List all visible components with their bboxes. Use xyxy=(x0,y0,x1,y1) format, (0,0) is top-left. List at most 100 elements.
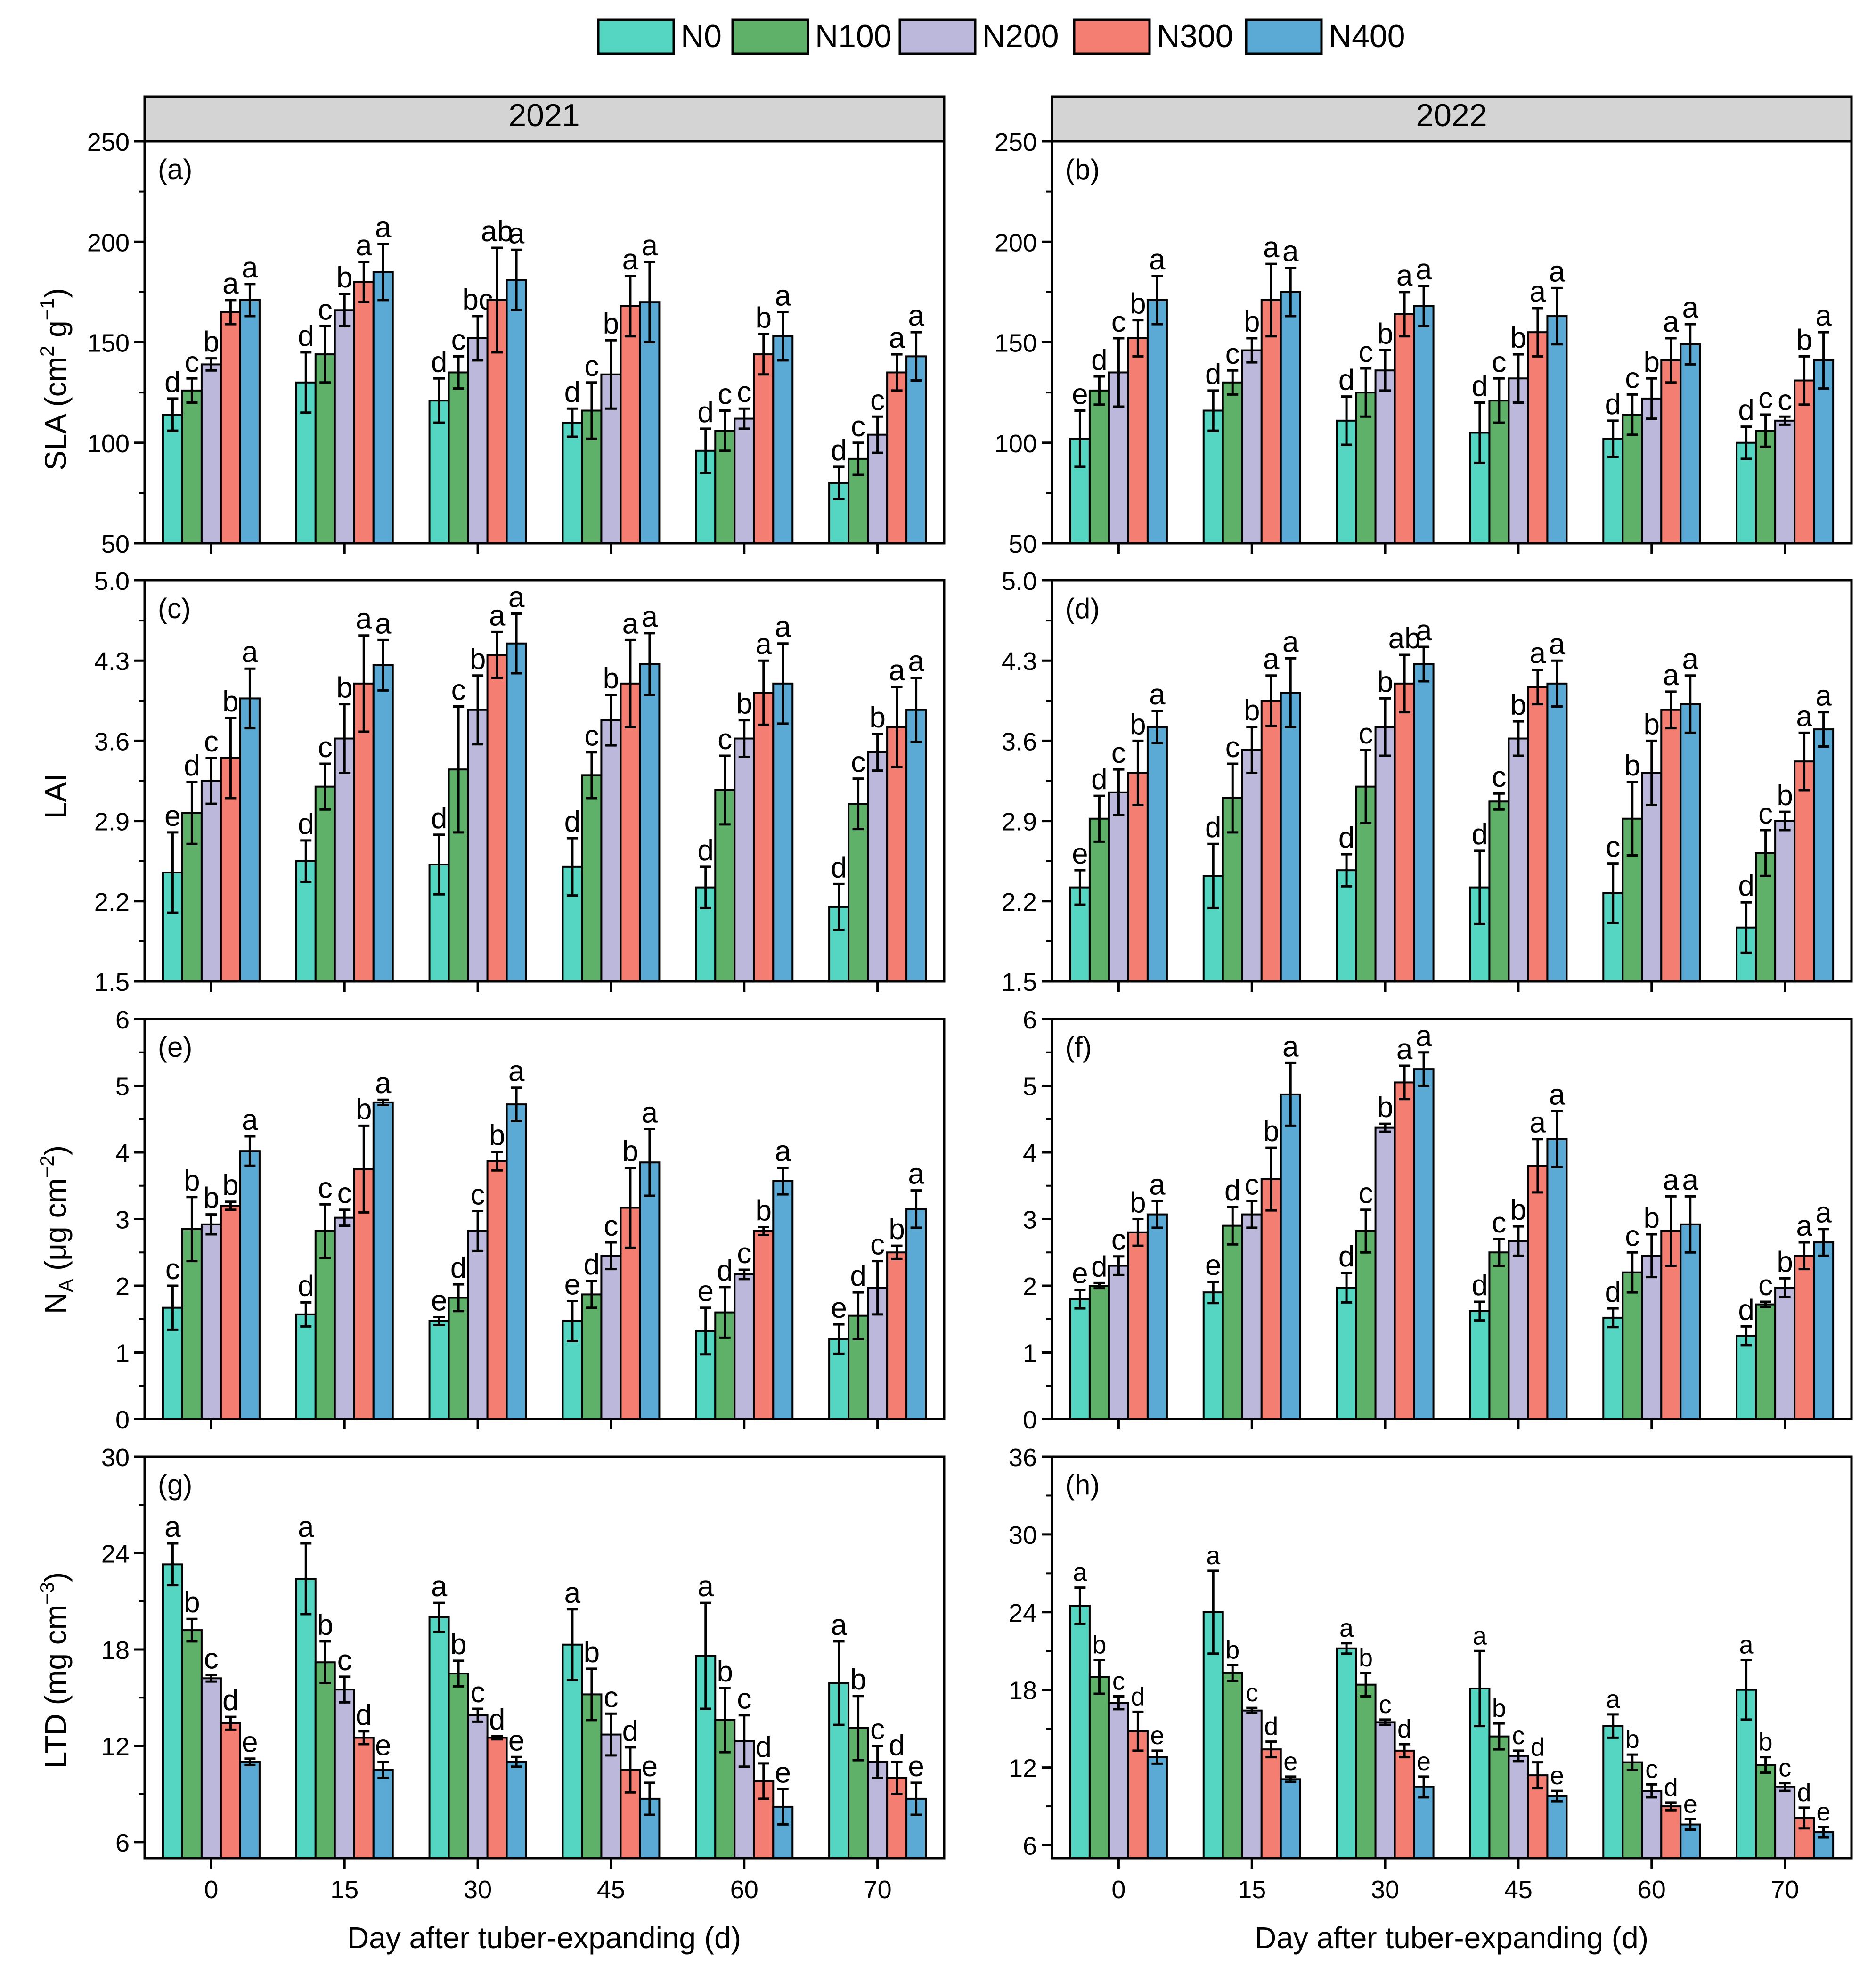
significance-letter: a xyxy=(1549,255,1566,288)
significance-letter: c xyxy=(1492,1207,1506,1239)
bar-n300 xyxy=(1660,1805,1682,1859)
significance-letter: a xyxy=(1339,1614,1354,1642)
bar-n300 xyxy=(1394,1081,1415,1420)
y-tick-label: 2.9 xyxy=(1002,808,1037,836)
panel-label: (b) xyxy=(1065,154,1100,185)
bar-n200 xyxy=(1241,1213,1263,1420)
bar-n200 xyxy=(1241,749,1263,982)
y-tick-label: 24 xyxy=(101,1540,130,1568)
bar-n200 xyxy=(334,1216,355,1420)
significance-letter: b xyxy=(356,1093,372,1126)
bar-n200 xyxy=(1241,1709,1263,1859)
y-tick-label: 5 xyxy=(1023,1073,1037,1101)
bar-n0 xyxy=(1202,1291,1224,1420)
bar-n200 xyxy=(1108,1265,1129,1420)
panel-frame xyxy=(1051,1455,1853,1860)
bar-n300 xyxy=(620,305,641,544)
x-tick-label: 45 xyxy=(1504,1876,1533,1904)
bar-n100 xyxy=(1088,817,1110,983)
significance-letter: a xyxy=(622,244,639,276)
bar-n300 xyxy=(1660,359,1682,544)
significance-letter: b xyxy=(1130,288,1146,320)
bar-n200 xyxy=(1774,820,1796,982)
significance-letter: a xyxy=(908,300,924,332)
legend-item-n100: N100 xyxy=(731,18,892,55)
bar-n0 xyxy=(1469,1310,1491,1420)
y-tick-label: 250 xyxy=(995,128,1037,156)
y-tick-label: 4 xyxy=(115,1139,130,1167)
y-tick-label: 150 xyxy=(87,329,130,358)
significance-letter: b xyxy=(584,1636,600,1669)
significance-letter: d xyxy=(1664,1773,1678,1802)
x-tick-label: 60 xyxy=(730,1876,759,1904)
bar-n300 xyxy=(1660,709,1682,983)
significance-letter: c xyxy=(851,746,865,779)
bar-n400 xyxy=(1680,1223,1701,1420)
significance-letter: d xyxy=(450,1252,466,1284)
bar-n400 xyxy=(905,1208,927,1420)
bar-n200 xyxy=(334,1689,355,1859)
significance-letter: c xyxy=(451,674,466,706)
bar-n300 xyxy=(1394,682,1415,983)
bar-n200 xyxy=(200,1677,222,1859)
x-tick-label: 15 xyxy=(1238,1876,1266,1904)
panel-frame xyxy=(143,1455,946,1860)
significance-letter: d xyxy=(1091,344,1107,376)
bar-n0 xyxy=(1069,1298,1091,1420)
significance-letter: d xyxy=(1338,822,1354,854)
bar-n100 xyxy=(1222,381,1243,544)
significance-letter: a xyxy=(1282,236,1299,268)
significance-letter: c xyxy=(471,1179,485,1211)
bar-n400 xyxy=(1280,1093,1301,1420)
y-tick-label: 6 xyxy=(115,1829,130,1857)
bar-n300 xyxy=(886,726,908,983)
bar-n400 xyxy=(1546,682,1568,983)
bar-n400 xyxy=(1146,726,1168,983)
legend: N0 N100 N200 N300 N400 xyxy=(597,18,1405,55)
significance-letter: e xyxy=(375,1730,391,1762)
significance-letter: b xyxy=(1644,346,1660,378)
bar-n300 xyxy=(353,281,375,544)
significance-letter: a xyxy=(775,280,791,312)
bar-n200 xyxy=(600,719,622,982)
bar-n200 xyxy=(734,1273,755,1420)
bar-n300 xyxy=(886,1251,908,1420)
significance-letter: a xyxy=(622,607,639,640)
significance-letter: e xyxy=(698,1275,714,1308)
significance-letter: e xyxy=(1150,1722,1164,1750)
bar-n300 xyxy=(1127,1231,1149,1420)
ylabel-sla: SLA (cm2 g−1) xyxy=(36,288,73,471)
significance-letter: d xyxy=(1205,358,1221,391)
panel-frame xyxy=(143,140,946,545)
significance-letter: c xyxy=(1625,362,1639,394)
significance-letter: c xyxy=(1225,731,1240,764)
y-tick-label: 100 xyxy=(87,430,130,458)
significance-letter: d xyxy=(298,320,314,352)
significance-letter: a xyxy=(222,268,239,300)
significance-letter: d xyxy=(831,851,847,884)
significance-letter: b xyxy=(1510,1194,1526,1226)
significance-letter: c xyxy=(204,1642,219,1675)
significance-letter: e xyxy=(1072,838,1088,870)
significance-letter: e xyxy=(1817,1798,1831,1826)
bar-n0 xyxy=(162,1563,183,1859)
bar-n200 xyxy=(334,309,355,544)
significance-letter: e xyxy=(508,1724,524,1757)
significance-letter: b xyxy=(1130,708,1146,741)
significance-letter: c xyxy=(1625,1220,1639,1252)
bar-n300 xyxy=(1260,1748,1282,1860)
bar-n400 xyxy=(1146,299,1168,544)
significance-letter: b xyxy=(336,261,352,294)
significance-letter: b xyxy=(1777,1246,1793,1278)
significance-letter: a xyxy=(564,1577,581,1609)
significance-letter: c xyxy=(870,1229,885,1261)
y-tick-label: 36 xyxy=(1009,1444,1037,1472)
bar-n400 xyxy=(1280,1778,1301,1859)
legend-label: N300 xyxy=(1157,18,1233,54)
bar-n400 xyxy=(372,271,394,544)
significance-letter: b xyxy=(1644,1202,1660,1234)
